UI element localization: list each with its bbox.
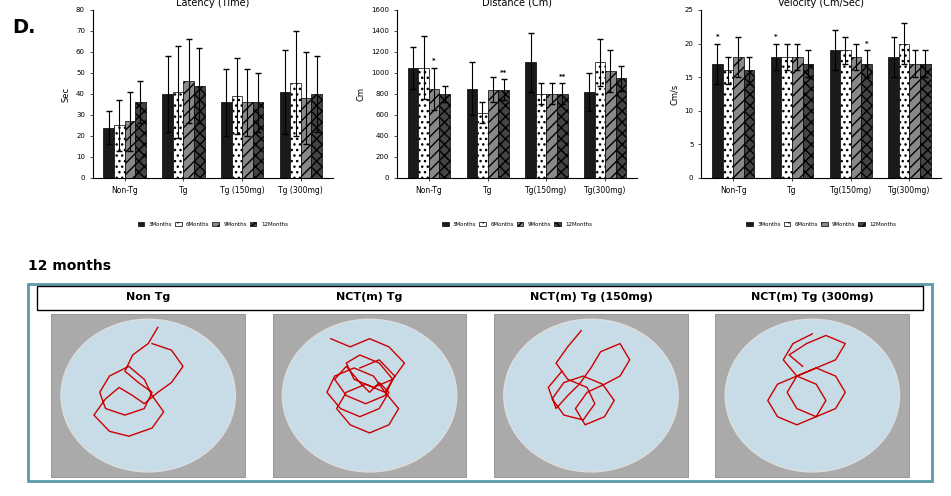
Bar [184,81,194,178]
Bar [851,57,862,178]
Text: NCT(m) Tg (150mg): NCT(m) Tg (150mg) [530,292,652,302]
Text: **: ** [500,70,507,76]
FancyBboxPatch shape [29,284,932,482]
Legend: 3Months, 6Months, 9Months, 12Months: 3Months, 6Months, 9Months, 12Months [135,219,290,229]
Text: *: * [864,41,868,47]
Bar [467,89,477,178]
Text: *: * [433,59,436,64]
Text: D.: D. [12,18,35,37]
Bar [547,94,557,178]
Bar [899,44,909,178]
Bar [615,78,627,178]
Bar [782,57,792,178]
Text: NCT(m) Tg: NCT(m) Tg [337,292,402,302]
Bar [477,113,488,178]
Bar [840,50,851,178]
Ellipse shape [504,319,678,472]
Bar [163,94,173,178]
Ellipse shape [726,319,900,472]
Bar [744,70,754,178]
Bar [584,92,594,178]
Title: Latency (Time): Latency (Time) [176,0,249,8]
Bar [498,90,509,178]
Bar [723,70,733,178]
Bar [135,102,146,178]
Bar [194,85,204,178]
Bar [114,125,125,178]
FancyBboxPatch shape [495,314,688,477]
Bar [418,67,429,178]
FancyBboxPatch shape [715,314,909,477]
Bar [535,94,547,178]
Bar [829,50,840,178]
Bar [104,127,114,178]
Bar [301,98,311,178]
Bar [803,63,813,178]
Bar [862,63,872,178]
Bar [253,102,263,178]
Legend: 3Months, 6Months, 9Months, 12Months: 3Months, 6Months, 9Months, 12Months [439,219,594,229]
FancyBboxPatch shape [51,314,245,477]
Bar [243,102,253,178]
Bar [771,57,782,178]
Bar [488,90,498,178]
Text: **: ** [558,74,566,80]
Legend: 3Months, 6Months, 9Months, 12Months: 3Months, 6Months, 9Months, 12Months [744,219,899,229]
Bar [888,57,899,178]
Text: *: * [774,34,778,40]
Text: *: * [715,34,719,40]
Bar [280,92,290,178]
Bar [920,63,931,178]
Y-axis label: Cm/s: Cm/s [670,83,679,105]
Y-axis label: Sec: Sec [62,86,70,102]
Bar [429,89,439,178]
Bar [231,96,243,178]
Text: 12 months: 12 months [29,258,111,273]
FancyBboxPatch shape [37,287,923,310]
Text: NCT(m) Tg (300mg): NCT(m) Tg (300mg) [751,292,874,302]
Text: Non Tg: Non Tg [126,292,170,302]
Bar [594,62,605,178]
Bar [290,83,301,178]
FancyBboxPatch shape [273,314,466,477]
Bar [311,94,322,178]
Bar [408,67,418,178]
Bar [525,62,535,178]
Bar [221,102,231,178]
Y-axis label: Cm: Cm [357,87,365,101]
Title: Distance (Cm): Distance (Cm) [482,0,552,8]
Bar [712,63,723,178]
Bar [605,71,615,178]
Ellipse shape [282,319,456,472]
Title: Velocity (Cm/Sec): Velocity (Cm/Sec) [778,0,864,8]
Bar [909,63,920,178]
Ellipse shape [61,319,235,472]
Bar [439,94,450,178]
Bar [173,92,184,178]
Bar [557,94,568,178]
Bar [125,121,135,178]
Bar [733,57,744,178]
Bar [792,57,803,178]
